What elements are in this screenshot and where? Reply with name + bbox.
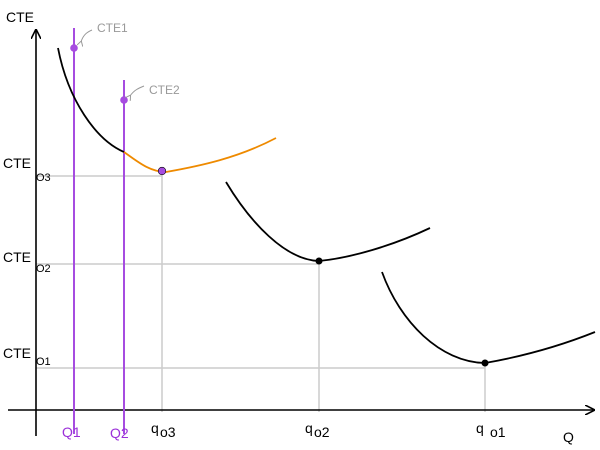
x-tick-main: q xyxy=(151,420,159,436)
y-tick-main: CTE xyxy=(3,155,31,171)
cte1-annotation-arrow xyxy=(81,29,93,42)
point-cte2 xyxy=(120,96,128,104)
point-minimum-2 xyxy=(315,257,323,265)
curve-plant-3-orange-segment xyxy=(123,137,277,173)
point-minimum-1 xyxy=(481,359,489,367)
curve-plant-2 xyxy=(225,181,431,262)
x-axis-title: Q xyxy=(563,429,574,445)
x-tick-qo3: q o3 xyxy=(151,420,176,440)
curve-plant-1 xyxy=(381,271,596,364)
y-tick-cte-o2: CTE O2 xyxy=(3,249,51,275)
x-tick-qo1: q o1 xyxy=(476,420,506,440)
x-tick-main: q xyxy=(476,420,484,436)
y-tick-sub: O2 xyxy=(36,263,51,275)
y-tick-main: CTE xyxy=(3,345,31,361)
cost-curves xyxy=(57,47,596,364)
y-tick-main: CTE xyxy=(3,249,31,265)
x-tick-sub: o3 xyxy=(160,424,176,440)
cte1-annotation-label: CTE1 xyxy=(97,21,128,35)
x-tick-sub: o1 xyxy=(490,424,506,440)
y-tick-cte-o1: CTE O1 xyxy=(3,345,51,368)
x-tick-qo2: q o2 xyxy=(305,420,330,440)
point-minimum-3 xyxy=(157,166,167,176)
y-tick-sub: O3 xyxy=(36,172,51,184)
y-tick-cte-o3: CTE O3 xyxy=(3,155,51,184)
x-tick-main: q xyxy=(305,420,313,436)
y-tick-sub: O1 xyxy=(36,356,51,368)
x-tick-sub: o2 xyxy=(314,424,330,440)
cte2-annotation-label: CTE2 xyxy=(149,83,180,97)
point-cte1 xyxy=(70,44,78,52)
guide-lines xyxy=(36,172,486,412)
y-axis-title: CTE xyxy=(6,9,34,25)
cte2-annotation-arrow xyxy=(130,85,145,96)
curve-plant-3 xyxy=(57,47,125,153)
x-tick-q1: Q1 xyxy=(62,424,81,440)
x-tick-q2: Q2 xyxy=(110,425,129,441)
